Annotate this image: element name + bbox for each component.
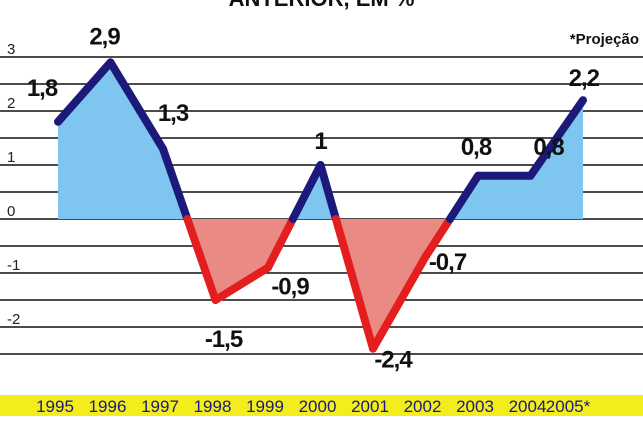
x-tick-label: 1998 [194, 397, 232, 416]
positive-area [450, 100, 583, 219]
series-line [54, 58, 587, 353]
line-segment [106, 58, 167, 153]
y-tick-label: 2 [7, 95, 15, 112]
data-label: -0,7 [429, 249, 467, 276]
x-tick-label: 2005* [546, 397, 591, 416]
area-fills [58, 62, 583, 349]
data-label: 2,2 [569, 65, 600, 92]
x-tick-label: 2003 [456, 397, 494, 416]
x-axis-band: 1995 1996 1997 1998 1999 2000 2001 2002 2003 2004… [0, 395, 643, 416]
line-segment [446, 171, 482, 223]
line-segment [159, 144, 192, 223]
x-tick-label: 2002 [404, 397, 442, 416]
x-tick-label: 2004 [509, 397, 547, 416]
data-label: 1,8 [27, 75, 58, 102]
line-segment [369, 252, 430, 353]
x-tick-label: 1995 [36, 397, 74, 416]
positive-area [58, 62, 188, 220]
data-label: -1,5 [205, 326, 243, 353]
chart-title: ANTERIOR, EM % [0, 0, 643, 12]
negative-area [187, 219, 293, 300]
data-label: 0,8 [533, 134, 564, 161]
data-label: 2,9 [89, 23, 120, 50]
line-segment [331, 215, 377, 353]
line-segment [264, 215, 297, 272]
y-tick-label: -1 [7, 257, 20, 274]
projection-note: *Projeção [569, 31, 639, 48]
line-segment [421, 215, 454, 261]
x-tick-label: 2001 [351, 397, 389, 416]
x-axis-labels: 1995 1996 1997 1998 1999 2000 2001 2002 2003 2004… [36, 397, 591, 416]
data-label: -2,4 [374, 347, 413, 374]
x-tick-label: 2000 [299, 397, 337, 416]
line-segment [526, 96, 587, 180]
data-labels: 1,8 2,9 1,3 -1,5 -0,9 1 -2,4 -0,7 0,8 0,8 2,2 [27, 23, 601, 374]
line-segment [211, 263, 272, 304]
y-tick-label: 1 [7, 149, 15, 166]
line-segment [288, 161, 325, 223]
data-label: 1,3 [158, 100, 189, 127]
line-segment [183, 215, 220, 304]
data-label: 0,8 [461, 134, 492, 161]
line-segment [316, 161, 340, 223]
y-axis-ticks: 3 2 1 0 -1 -2 [7, 41, 20, 328]
x-tick-label: 1996 [89, 397, 127, 416]
data-label: 1 [314, 128, 327, 155]
y-tick-label: 3 [7, 41, 15, 58]
y-tick-label: 0 [7, 203, 15, 220]
x-tick-label: 1997 [141, 397, 179, 416]
data-label: -0,9 [271, 274, 309, 301]
x-tick-label: 1999 [246, 397, 284, 416]
line-segment [54, 58, 115, 126]
y-tick-label: -2 [7, 311, 20, 328]
